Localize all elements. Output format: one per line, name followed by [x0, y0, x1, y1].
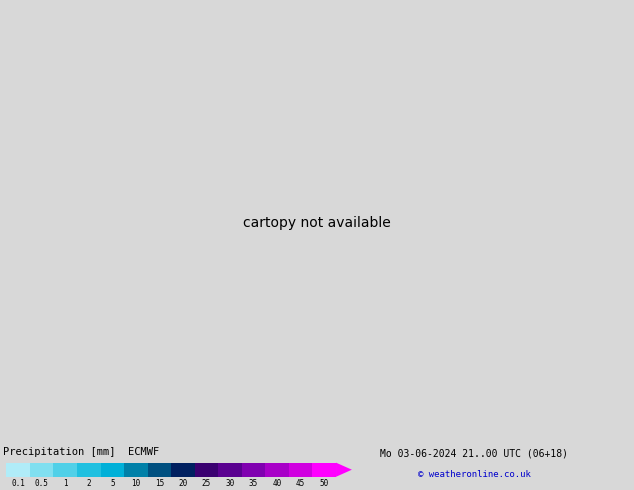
Text: Precipitation [mm]  ECMWF: Precipitation [mm] ECMWF — [3, 447, 159, 457]
Polygon shape — [336, 463, 352, 477]
Text: 0.5: 0.5 — [35, 479, 49, 488]
Bar — [30, 463, 53, 477]
Bar — [124, 463, 148, 477]
Bar — [289, 463, 313, 477]
Text: © weatheronline.co.uk: © weatheronline.co.uk — [418, 470, 531, 479]
Text: 40: 40 — [273, 479, 281, 488]
Text: 15: 15 — [155, 479, 164, 488]
Text: 35: 35 — [249, 479, 258, 488]
Text: 30: 30 — [226, 479, 235, 488]
Bar — [6, 463, 30, 477]
Text: 1: 1 — [63, 479, 68, 488]
Text: cartopy not available: cartopy not available — [243, 216, 391, 230]
Text: 5: 5 — [110, 479, 115, 488]
Text: Mo 03-06-2024 21..00 UTC (06+18): Mo 03-06-2024 21..00 UTC (06+18) — [380, 448, 569, 458]
Bar — [171, 463, 195, 477]
Bar — [266, 463, 289, 477]
Bar — [218, 463, 242, 477]
Bar — [242, 463, 266, 477]
Text: 10: 10 — [131, 479, 141, 488]
Bar — [313, 463, 336, 477]
Text: 0.1: 0.1 — [11, 479, 25, 488]
Text: 50: 50 — [320, 479, 329, 488]
Bar — [148, 463, 171, 477]
Bar — [53, 463, 77, 477]
Text: 2: 2 — [86, 479, 91, 488]
Text: 20: 20 — [178, 479, 188, 488]
Text: 25: 25 — [202, 479, 211, 488]
Bar — [77, 463, 101, 477]
Text: 45: 45 — [296, 479, 306, 488]
Bar — [101, 463, 124, 477]
Bar — [195, 463, 218, 477]
